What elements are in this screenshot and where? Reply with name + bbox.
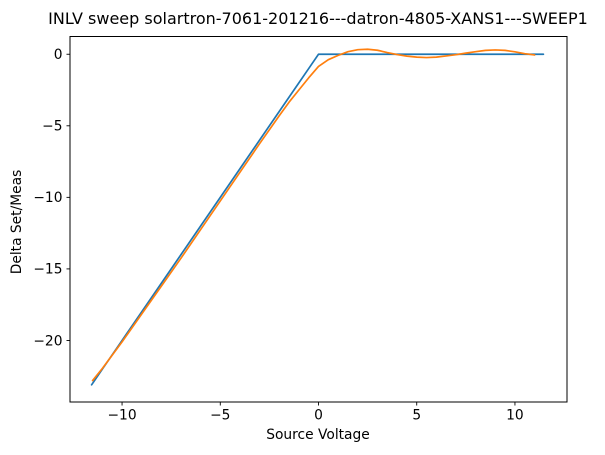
x-axis-label: Source Voltage <box>266 427 370 443</box>
x-tick-label: 5 <box>412 408 421 424</box>
y-tick-label: 0 <box>54 47 63 63</box>
x-tick-label: −5 <box>210 408 230 424</box>
x-tick-label: 0 <box>314 408 323 424</box>
axes-frame <box>69 36 568 403</box>
series-line-1 <box>90 53 545 386</box>
y-tick-label: −15 <box>33 262 62 278</box>
y-tick-label: −10 <box>33 190 62 206</box>
x-tick-label: 10 <box>506 408 524 424</box>
y-tick-label: −20 <box>33 333 62 349</box>
chart-title: INLV sweep solartron-7061-201216---datro… <box>48 9 588 28</box>
y-tick-label: −5 <box>42 119 62 135</box>
x-tick-label: −10 <box>107 408 136 424</box>
series-line-2 <box>91 48 536 382</box>
